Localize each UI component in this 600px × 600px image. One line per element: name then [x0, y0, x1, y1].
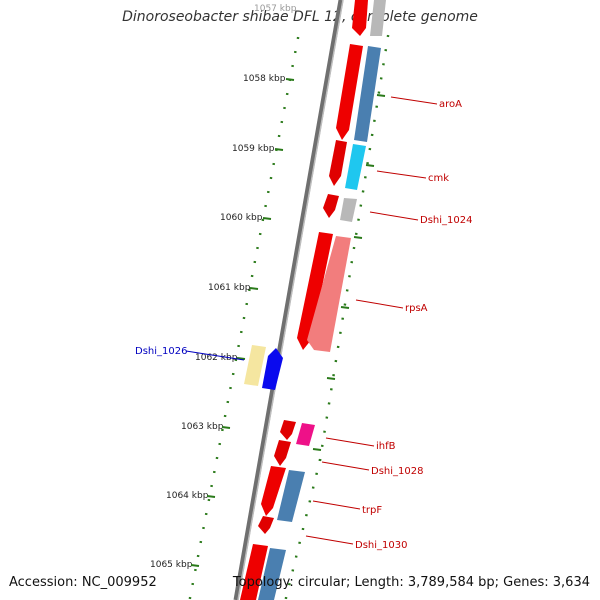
gene-arrow[interactable] — [274, 440, 291, 466]
map-title: Dinoroseobacter shibae DFL 12, complete … — [122, 9, 478, 25]
leader-Dshi-1030 — [305, 535, 354, 545]
kbp-label: 1065 kbp — [150, 560, 193, 570]
major-tick — [312, 448, 322, 451]
leader-Dshi-1026 — [185, 350, 245, 361]
gene-arrow[interactable] — [258, 516, 274, 534]
major-tick — [340, 306, 350, 309]
genome-summary-text: Topology: circular; Length: 3,789,584 bp… — [232, 575, 590, 590]
kbp-labels: 1057 kbp 1058 kbp 1059 kbp 1060 kbp 1061… — [150, 4, 297, 570]
kbp-label: 1060 kbp — [220, 213, 263, 223]
forward-strand-genes — [240, 0, 368, 600]
gene-Dshi-1026-group — [244, 345, 283, 390]
gene-block-rpsA[interactable] — [307, 236, 351, 352]
gene-arrow[interactable] — [329, 140, 347, 186]
kbp-tick — [221, 426, 231, 429]
kbp-tick — [262, 217, 272, 220]
gene-arrow[interactable] — [297, 232, 333, 350]
gene-label-trpF[interactable]: trpF — [362, 505, 382, 516]
leader-cmk — [376, 170, 427, 179]
leader-trpF — [312, 500, 361, 510]
reverse-strand-genes — [258, 0, 386, 600]
major-tick — [376, 94, 386, 97]
gene-block-ihfB[interactable] — [296, 423, 315, 446]
kbp-tick — [236, 357, 246, 360]
gene-arrow[interactable] — [280, 420, 296, 440]
kbp-label: 1058 kbp — [243, 74, 286, 84]
kbp-tick — [274, 148, 284, 151]
gene-label-Dshi-1024[interactable]: Dshi_1024 — [420, 215, 472, 226]
gene-block-grey[interactable] — [370, 0, 386, 36]
major-tick — [365, 164, 375, 167]
kbp-label: 1063 kbp — [181, 422, 224, 432]
leader-aroA — [390, 96, 438, 105]
gene-label-aroA[interactable]: aroA — [439, 99, 462, 110]
gene-label-Dshi-1028[interactable]: Dshi_1028 — [371, 466, 423, 477]
kbp-major-ticks — [190, 78, 295, 567]
gene-labels: aroA cmk Dshi_1024 rpsA Dshi_1026 ihfB D… — [135, 99, 472, 551]
gene-block-trpF[interactable] — [277, 470, 305, 522]
kbp-tick — [206, 495, 216, 498]
kbp-tick — [249, 287, 259, 290]
major-tick — [353, 236, 363, 239]
kbp-label: 1062 kbp — [195, 353, 238, 363]
gene-label-Dshi-1026[interactable]: Dshi_1026 — [135, 346, 187, 357]
label-leaders — [185, 96, 438, 545]
kbp-label: 1059 kbp — [232, 144, 275, 154]
leader-Dshi-1028 — [321, 461, 370, 471]
gene-block-yellow[interactable] — [244, 345, 266, 386]
kbp-label: 1057 kbp — [254, 4, 297, 14]
gene-label-ihfB[interactable]: ihfB — [376, 441, 396, 452]
kbp-tick — [190, 564, 200, 567]
kbp-label: 1061 kbp — [208, 283, 251, 293]
genome-backbone-highlight — [237, 0, 344, 600]
major-tick — [326, 377, 336, 380]
gene-label-rpsA[interactable]: rpsA — [405, 303, 428, 314]
gene-block-aroA[interactable] — [354, 46, 381, 142]
gene-label-Dshi-1030[interactable]: Dshi_1030 — [355, 540, 407, 551]
genome-backbone — [233, 0, 344, 600]
gene-arrow[interactable] — [323, 194, 339, 218]
leader-ihfB — [325, 437, 375, 447]
accession-text: Accession: NC_009952 — [9, 575, 157, 590]
leader-rpsA — [355, 299, 404, 309]
gene-arrow[interactable] — [352, 0, 368, 36]
leader-Dshi-1024 — [369, 211, 419, 221]
kbp-label: 1064 kbp — [166, 491, 209, 501]
gene-label-cmk[interactable]: cmk — [428, 173, 449, 184]
gene-block-cmk[interactable] — [345, 144, 366, 190]
gene-block-Dshi-1024[interactable] — [340, 198, 357, 222]
gene-arrow-blue[interactable] — [262, 348, 283, 390]
gene-block[interactable] — [258, 548, 286, 600]
outer-tick-track-2 — [284, 458, 322, 600]
outer-tick-track — [312, 34, 390, 462]
kbp-tick — [285, 78, 295, 81]
gene-arrow[interactable] — [261, 466, 286, 516]
gene-arrow[interactable] — [240, 544, 268, 600]
gene-arrow-aroA-left[interactable] — [336, 44, 363, 140]
